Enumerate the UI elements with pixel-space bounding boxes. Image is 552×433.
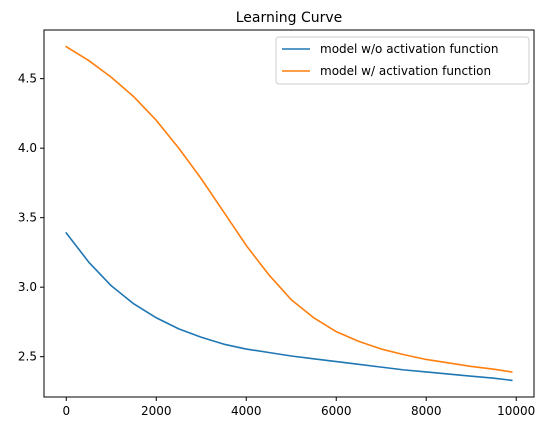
- legend-box: [275, 36, 530, 85]
- y-tick-label: 3.5: [18, 211, 37, 225]
- x-tick-label: 8000: [411, 404, 442, 418]
- legend-label: model w/ activation function: [320, 64, 491, 78]
- legend: model w/o activation function model w/ ac…: [275, 36, 530, 85]
- legend-label: model w/o activation function: [320, 42, 498, 56]
- y-tick-label: 4.0: [18, 141, 37, 155]
- x-tick-label: 0: [62, 404, 70, 418]
- x-tick-label: 6000: [321, 404, 352, 418]
- x-tick-label: 10000: [497, 404, 535, 418]
- x-tick-label: 2000: [141, 404, 172, 418]
- chart-title: Learning Curve: [236, 10, 343, 26]
- y-tick-label: 3.0: [18, 280, 37, 294]
- plot-frame: [43, 29, 535, 398]
- y-tick-label: 4.5: [18, 72, 37, 86]
- y-tick-label: 2.5: [18, 350, 37, 364]
- series-line-2: [65, 45, 513, 373]
- x-tick-label: 4000: [231, 404, 262, 418]
- series-line-1: [65, 231, 513, 382]
